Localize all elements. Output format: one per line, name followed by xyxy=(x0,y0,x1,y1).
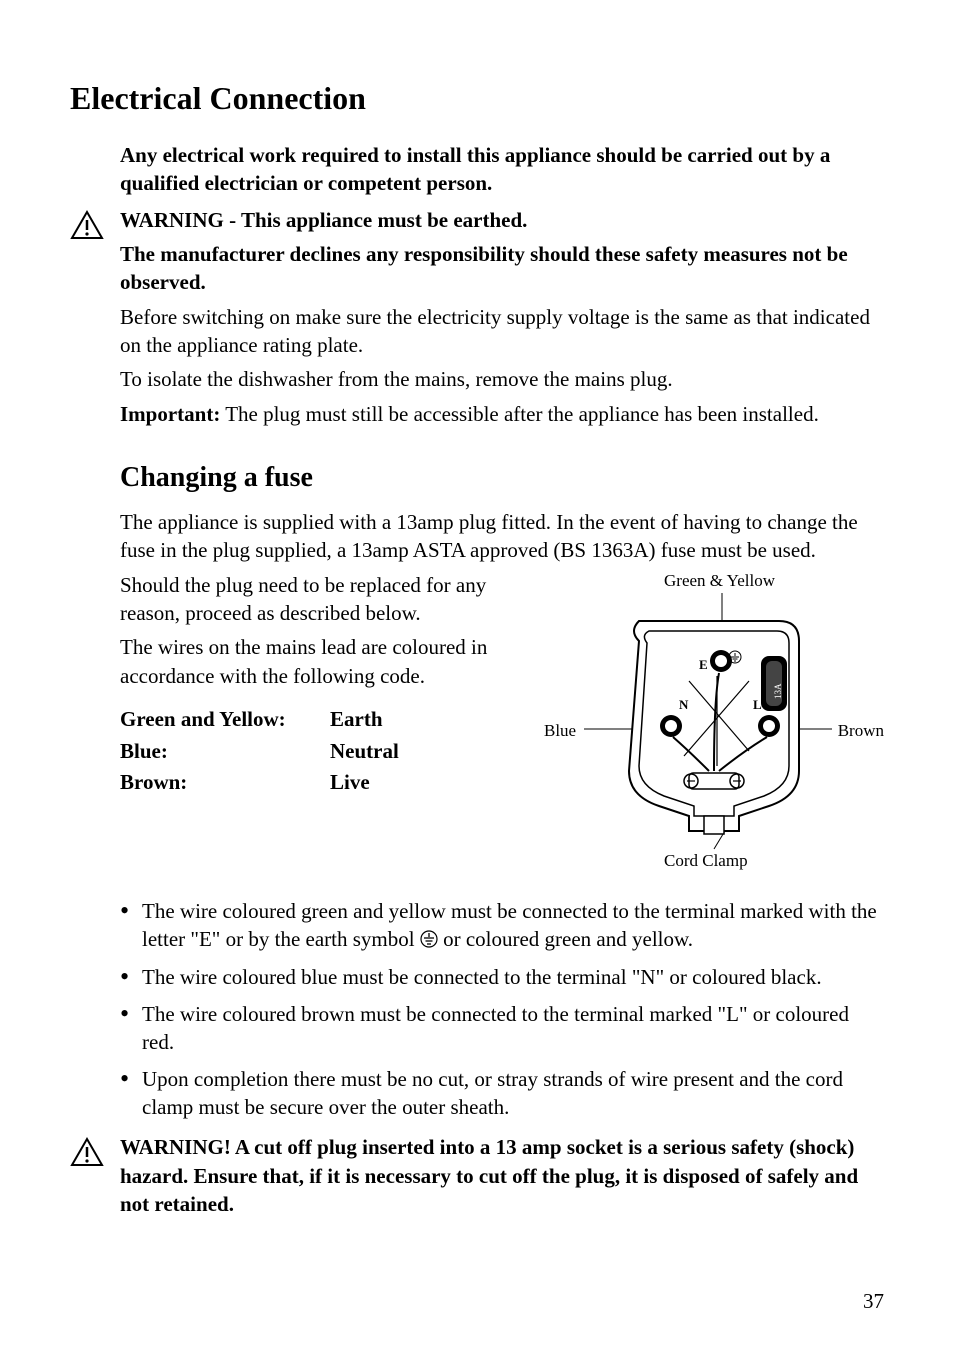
wire-label: Brown: xyxy=(120,767,330,799)
bullet-item: • The wire coloured green and yellow mus… xyxy=(120,897,884,956)
para-voltage: Before switching on make sure the electr… xyxy=(120,303,884,360)
wire-row-live: Brown: Live xyxy=(120,767,524,799)
svg-text:13A: 13A xyxy=(773,683,783,699)
wire-label: Blue: xyxy=(120,736,330,768)
wire-color-table: Green and Yellow: Earth Blue: Neutral Br… xyxy=(120,704,524,799)
plug-wiring-diagram: Green & Yellow Blue Brown Cord Clamp xyxy=(544,571,884,871)
warning1-line1: WARNING - This appliance must be earthed… xyxy=(120,206,884,234)
bullet-post: or coloured green and yellow. xyxy=(438,927,693,951)
svg-text:L: L xyxy=(753,697,762,712)
warning-triangle-icon xyxy=(70,206,120,245)
wire-value: Neutral xyxy=(330,736,399,768)
warning2-text: WARNING! A cut off plug inserted into a … xyxy=(120,1133,884,1218)
plug-svg: E N xyxy=(544,571,884,871)
bullet-dot-icon: • xyxy=(120,897,142,956)
bullet-text: Upon completion there must be no cut, or… xyxy=(142,1065,884,1122)
fuse-para1: The appliance is supplied with a 13amp p… xyxy=(120,508,884,565)
bullet-dot-icon: • xyxy=(120,1065,142,1122)
diagram-label-top: Green & Yellow xyxy=(664,571,775,591)
wire-label: Green and Yellow: xyxy=(120,704,330,736)
bullet-item: • Upon completion there must be no cut, … xyxy=(120,1065,884,1122)
page-number: 37 xyxy=(863,1289,884,1314)
intro-block: Any electrical work required to install … xyxy=(120,141,884,198)
wire-value: Earth xyxy=(330,704,383,736)
diagram-label-left: Blue xyxy=(544,721,576,741)
fuse-section: Changing a fuse The appliance is supplie… xyxy=(120,462,884,1121)
fuse-para3: The wires on the mains lead are coloured… xyxy=(120,633,524,690)
bullet-item: • The wire coloured blue must be connect… xyxy=(120,963,884,992)
bullet-dot-icon: • xyxy=(120,963,142,992)
bullet-text: The wire coloured blue must be connected… xyxy=(142,963,884,992)
fuse-two-col: Should the plug need to be replaced for … xyxy=(120,571,884,871)
diagram-label-right: Brown xyxy=(838,721,884,741)
warning1-line2: The manufacturer declines any responsibi… xyxy=(120,240,884,297)
para-isolate: To isolate the dishwasher from the mains… xyxy=(120,365,884,393)
wire-row-neutral: Blue: Neutral xyxy=(120,736,524,768)
section-title: Electrical Connection xyxy=(70,80,884,117)
wire-row-earth: Green and Yellow: Earth xyxy=(120,704,524,736)
fuse-para2: Should the plug need to be replaced for … xyxy=(120,571,524,628)
bullet-list: • The wire coloured green and yellow mus… xyxy=(120,897,884,1122)
bullet-text: The wire coloured brown must be connecte… xyxy=(142,1000,884,1057)
bullet-dot-icon: • xyxy=(120,1000,142,1057)
intro-bold: Any electrical work required to install … xyxy=(120,141,884,198)
bullet-item: • The wire coloured brown must be connec… xyxy=(120,1000,884,1057)
warning-triangle-icon xyxy=(70,1133,120,1172)
warning-block-1: WARNING - This appliance must be earthed… xyxy=(70,206,884,434)
fuse-title: Changing a fuse xyxy=(120,462,884,494)
wire-value: Live xyxy=(330,767,370,799)
warning-block-2: WARNING! A cut off plug inserted into a … xyxy=(70,1133,884,1224)
svg-text:E: E xyxy=(699,657,708,672)
important-label: Important: xyxy=(120,402,220,426)
diagram-label-bottom: Cord Clamp xyxy=(664,851,748,871)
svg-text:N: N xyxy=(679,697,689,712)
bullet-text: The wire coloured green and yellow must … xyxy=(142,897,884,956)
earth-symbol-icon xyxy=(420,927,438,955)
important-text: The plug must still be accessible after … xyxy=(220,402,819,426)
para-important: Important: The plug must still be access… xyxy=(120,400,884,428)
